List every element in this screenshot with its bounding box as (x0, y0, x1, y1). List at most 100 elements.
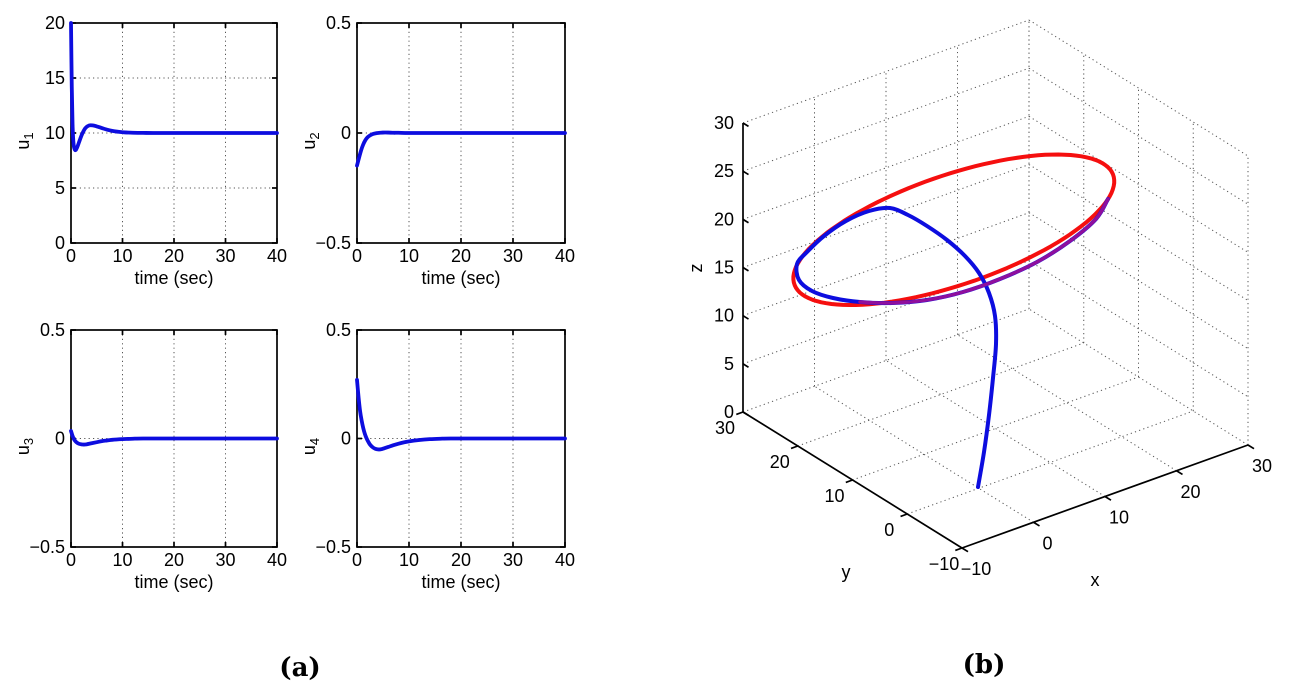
series-line (69, 21, 279, 153)
y-tick-label: 10 (45, 123, 65, 143)
x-tick (1247, 444, 1255, 450)
y-axis-letter: y (842, 562, 851, 582)
z-axis-letter: z (686, 264, 706, 273)
x-axis-label: time (sec) (134, 572, 213, 592)
x-tick-label: 0 (352, 246, 362, 266)
x-tick-label: 20 (451, 550, 471, 570)
x-tick-label: 20 (164, 550, 184, 570)
floor-grid-x (885, 360, 1106, 497)
x-tick-label: 10 (399, 550, 419, 570)
y-tick-label: 0 (341, 123, 351, 143)
x-tick (1104, 495, 1112, 501)
x-tick-label: 20 (164, 246, 184, 266)
wall-y-grid-z (742, 115, 1030, 220)
floor-grid-y (907, 410, 1194, 515)
y-tick-label: 0 (55, 233, 65, 253)
wall-y-grid-z (742, 19, 1030, 124)
x-tick-label: 10 (399, 246, 419, 266)
z-tick-label: 0 (724, 402, 734, 422)
y-tick-label: −0.5 (315, 537, 351, 557)
x-tick-label: 30 (503, 550, 523, 570)
caption-a: (a) (279, 653, 320, 683)
caption-b: (b) (963, 650, 1006, 680)
y-tick-label: −0.5 (29, 537, 65, 557)
y-tick-label: −10 (929, 554, 960, 574)
floor-grid-y (797, 342, 1084, 447)
x-tick-label: 10 (112, 246, 132, 266)
z-tick (742, 363, 749, 368)
y-tick-label: 30 (715, 418, 735, 438)
grid-3d (742, 19, 1249, 549)
z-tick (742, 218, 749, 224)
series-line (355, 378, 567, 452)
x-tick-label: 20 (1180, 482, 1200, 502)
x-tick-label: 10 (1109, 508, 1129, 528)
y-tick-label: 10 (824, 486, 844, 506)
x-tick-label: 0 (1042, 533, 1052, 553)
z-tick-label: 15 (714, 258, 734, 278)
x-tick-label: 40 (555, 550, 575, 570)
z-tick-label: 20 (714, 209, 734, 229)
y-tick-label: 0.5 (40, 320, 65, 340)
x-tick-label: 0 (66, 550, 76, 570)
y-tick-label: 20 (770, 452, 790, 472)
orbit-overlap-line (858, 197, 1110, 305)
y-tick-label: 15 (45, 68, 65, 88)
z-tick (742, 122, 749, 128)
z-tick-label: 30 (714, 113, 734, 133)
y-tick-label: 5 (55, 178, 65, 198)
y-tick-label: −0.5 (315, 233, 351, 253)
y-tick-label: 0.5 (326, 13, 351, 33)
subplot-grid (357, 330, 565, 547)
y-tick-label: 0.5 (326, 320, 351, 340)
x-axis-label: time (sec) (421, 572, 500, 592)
y-tick (790, 445, 799, 450)
y-axis-label: u1 (13, 132, 36, 149)
x-tick-label: 0 (66, 246, 76, 266)
x-axis-label: time (sec) (421, 268, 500, 288)
series-line (69, 429, 279, 447)
x-tick (1176, 470, 1183, 476)
x-tick-label: 40 (267, 550, 287, 570)
y-tick-label: 20 (45, 13, 65, 33)
wall-y-grid-z (742, 67, 1030, 172)
x-tick (961, 547, 969, 553)
z-tick (742, 266, 749, 272)
x-tick-label: 30 (215, 246, 235, 266)
x-tick-label: 30 (215, 550, 235, 570)
series-line (355, 130, 567, 168)
z-tick (742, 411, 749, 417)
x-axis-label: time (sec) (134, 268, 213, 288)
y-axis-label: u3 (13, 438, 36, 455)
x-tick-label: 10 (112, 550, 132, 570)
x-tick-label: 40 (555, 246, 575, 266)
x-tick-label: 40 (267, 246, 287, 266)
x-tick-label: 0 (352, 550, 362, 570)
x-tick (1033, 521, 1040, 527)
y-tick-label: 0 (884, 520, 894, 540)
floor-grid-y (852, 376, 1139, 481)
x-tick-label: 30 (1252, 456, 1272, 476)
x-tick-label: 30 (503, 246, 523, 266)
x-tick-label: 20 (451, 246, 471, 266)
y-tick-label: 0 (55, 429, 65, 449)
z-tick-label: 10 (714, 306, 734, 326)
z-tick-label: 5 (724, 354, 734, 374)
z-tick-label: 25 (714, 161, 734, 181)
z-tick (742, 314, 749, 320)
y-tick (900, 513, 908, 518)
y-tick (736, 411, 744, 416)
reference-orbit-line (791, 152, 1117, 307)
y-tick (955, 547, 963, 552)
y-axis-label: u4 (299, 438, 322, 455)
z-tick (742, 170, 749, 176)
y-axis-label: u2 (299, 132, 322, 149)
